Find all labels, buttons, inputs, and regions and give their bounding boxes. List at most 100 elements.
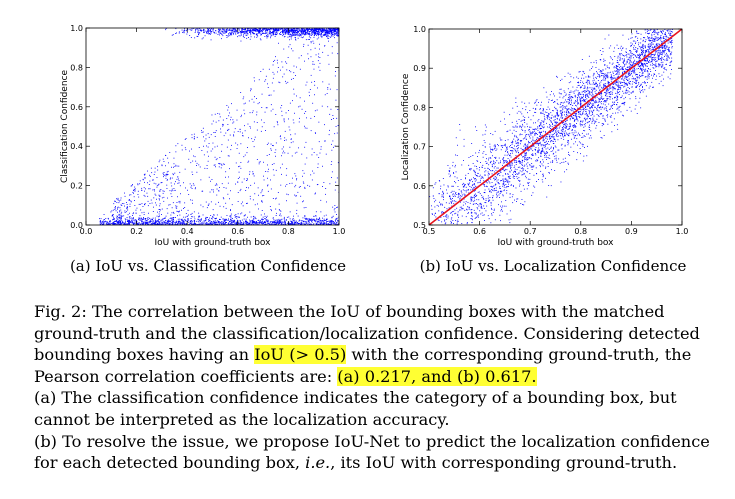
scatter-point-a [162,190,164,192]
scatter-point-b [542,144,544,146]
scatter-point-a [310,41,312,42]
scatter-point-a [280,69,281,71]
scatter-point-a [131,185,133,187]
scatter-point-a [111,215,113,217]
scatter-point-b [513,126,515,128]
scatter-point-a [274,224,276,225]
scatter-point-a [122,220,123,222]
scatter-point-a [252,110,254,112]
scatter-point-a [330,29,331,31]
scatter-point-b [527,144,529,146]
scatter-point-a [261,218,263,220]
scatter-point-a [263,122,265,124]
scatter-point-b [618,109,620,111]
scatter-point-b [622,72,623,74]
scatter-point-b [490,149,492,150]
scatter-point-a [212,142,214,144]
scatter-point-a [154,222,156,223]
scatter-point-a [286,62,288,64]
scatter-point-a [308,222,310,224]
scatter-point-b [461,200,463,202]
scatter-point-a [316,33,318,35]
scatter-point-b [537,126,539,128]
scatter-point-a [338,220,339,222]
scatter-point-a [102,221,104,222]
scatter-point-a [211,221,213,223]
scatter-point-b [669,29,671,31]
scatter-point-a [263,179,265,181]
scatter-point-a [313,172,315,174]
scatter-point-a [279,214,280,216]
scatter-point-b [598,91,599,93]
scatter-point-a [133,192,134,194]
scatter-point-b [604,104,606,106]
scatter-point-a [165,173,167,175]
scatter-point-a [275,221,277,223]
scatter-point-a [117,206,119,208]
scatter-point-b [574,101,576,103]
scatter-point-a [285,61,286,63]
scatter-point-b [521,154,522,156]
scatter-point-a [176,202,178,203]
scatter-point-b [666,45,668,47]
scatter-point-a [280,215,282,217]
scatter-point-a [244,31,246,33]
scatter-point-a [299,68,301,70]
scatter-point-a [203,220,205,222]
scatter-point-a [117,217,119,218]
scatter-point-a [285,80,286,82]
scatter-point-a [308,58,309,60]
scatter-point-a [208,30,210,32]
scatter-point-b [641,73,643,75]
scatter-point-a [326,29,328,31]
scatter-point-b [479,174,481,176]
scatter-point-a [162,221,164,223]
scatter-point-a [103,219,104,221]
scatter-point-a [119,224,121,225]
scatter-point-b [587,103,589,105]
scatter-point-a [238,171,240,173]
scatter-point-a [243,32,245,33]
scatter-point-b [448,202,450,204]
scatter-point-a [150,223,152,225]
scatter-point-a [147,217,149,218]
scatter-point-a [198,28,200,29]
scatter-point-a [150,199,152,201]
scatter-point-a [233,135,235,137]
scatter-point-a [183,221,185,223]
scatter-point-b [443,199,444,201]
scatter-point-a [128,199,130,201]
scatter-point-a [268,168,269,170]
scatter-point-a [116,221,118,223]
scatter-point-b [564,114,565,116]
scatter-point-a [316,33,318,35]
x-tick-label-a-0: 0.0 [80,227,93,236]
scatter-point-a [293,220,295,222]
scatter-point-b [580,103,582,104]
scatter-point-a [171,190,172,192]
scatter-point-a [107,222,109,224]
scatter-point-a [205,221,207,223]
scatter-point-a [306,28,308,30]
scatter-point-a [254,216,256,218]
scatter-point-a [328,223,330,225]
scatter-point-a [158,209,160,210]
scatter-point-a [330,223,332,224]
scatter-point-a [294,31,296,33]
scatter-point-a [329,113,331,115]
scatter-point-b [561,133,563,135]
scatter-point-a [331,221,333,222]
scatter-point-a [215,203,217,205]
scatter-point-b [662,37,664,39]
scatter-point-a [267,171,269,173]
y-axis-label-a: Classification Confidence [60,70,70,183]
y-tick-label-a-5: 1.0 [70,24,83,33]
scatter-point-a [331,221,333,223]
scatter-point-b [513,138,515,140]
scatter-point-a [337,220,339,221]
scatter-point-b [470,212,472,214]
scatter-point-a [264,222,265,224]
scatter-point-a [291,182,293,184]
scatter-point-a [219,157,221,158]
scatter-point-a [253,101,255,103]
